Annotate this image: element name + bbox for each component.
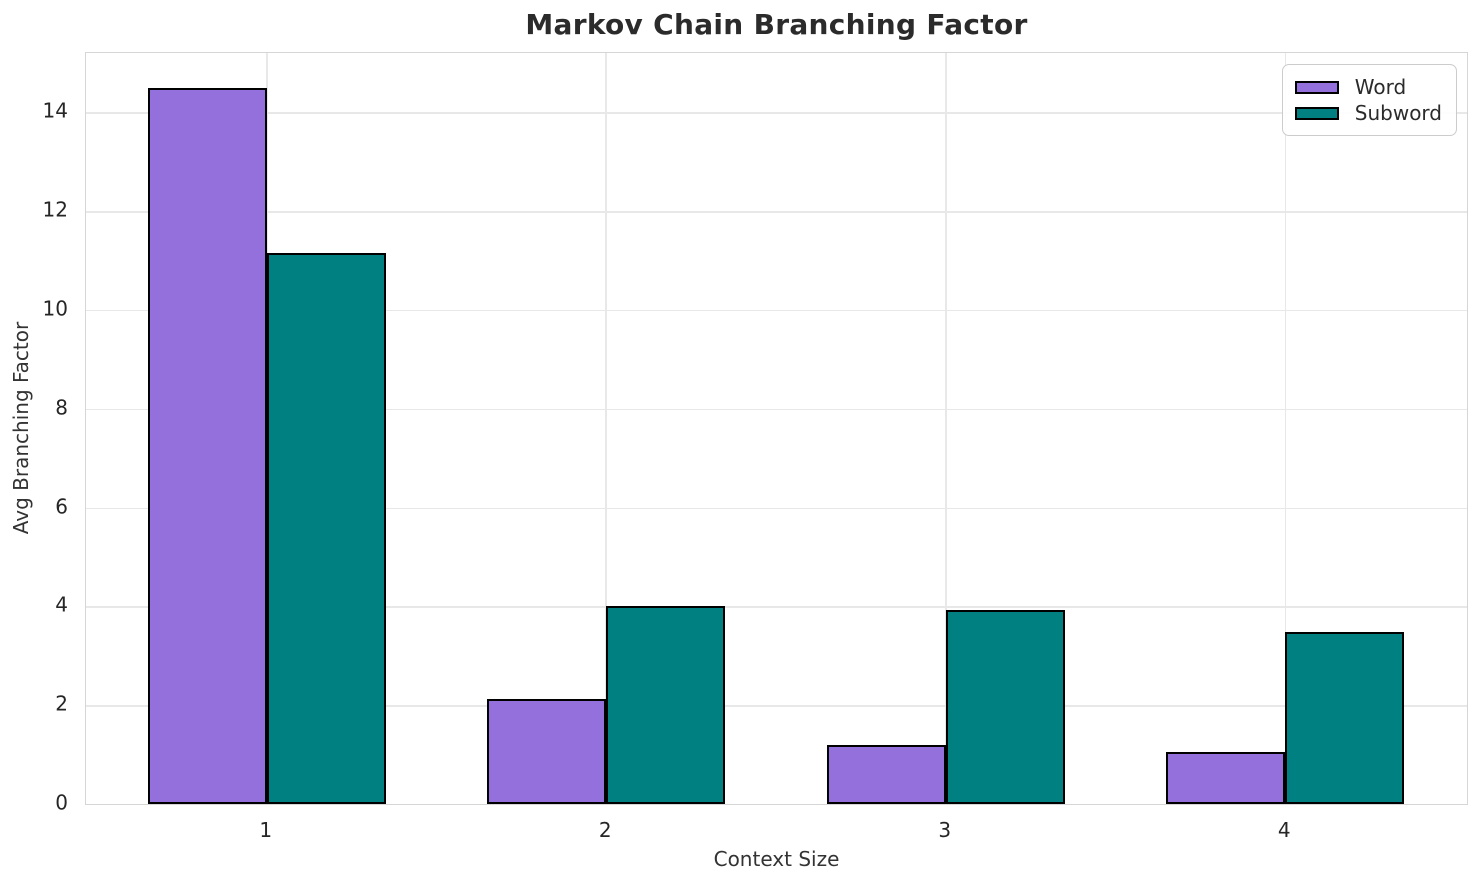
bar-subword-c1 — [266, 253, 386, 804]
ytick-label-2: 2 — [55, 691, 68, 716]
ytick-label-14: 14 — [42, 98, 68, 123]
xtick-label-4: 4 — [1277, 818, 1291, 842]
ytick-label-8: 8 — [55, 395, 68, 420]
xtick-label-1: 1 — [259, 818, 273, 842]
legend: Word Subword — [1281, 64, 1457, 136]
legend-row-subword: Subword — [1294, 100, 1442, 126]
gridline-h-4 — [86, 606, 1467, 608]
gridline-v-3 — [945, 53, 947, 804]
legend-swatch-word — [1294, 80, 1339, 94]
bar-word-c3 — [826, 744, 946, 804]
bar-subword-c2 — [606, 606, 726, 804]
gridline-h-8 — [86, 408, 1467, 411]
ytick-label-12: 12 — [42, 197, 68, 222]
gridline-h-10 — [86, 309, 1467, 312]
xtick-label-3: 3 — [938, 818, 952, 842]
gridline-v-4 — [1284, 53, 1286, 804]
ytick-label-6: 6 — [55, 494, 68, 519]
chart-title: Markov Chain Branching Factor — [525, 8, 1028, 41]
bar-word-c1 — [147, 87, 267, 804]
legend-label-subword: Subword — [1354, 101, 1442, 125]
bar-subword-c3 — [945, 610, 1065, 804]
legend-label-word: Word — [1354, 75, 1407, 99]
legend-swatch-subword — [1294, 106, 1339, 120]
xtick-label-2: 2 — [598, 818, 612, 842]
bar-subword-c4 — [1285, 632, 1405, 804]
plot-area: Word Subword — [85, 52, 1468, 805]
y-tick-labels: 0 2 4 6 8 10 12 14 — [0, 52, 78, 813]
gridline-h-2 — [86, 705, 1467, 707]
ytick-label-10: 10 — [42, 296, 68, 321]
x-axis-label: Context Size — [713, 847, 840, 871]
gridline-v-2 — [605, 53, 607, 804]
gridline-h-12 — [86, 211, 1467, 213]
x-tick-labels: 1 2 3 4 — [85, 820, 1468, 846]
ytick-label-4: 4 — [55, 592, 68, 617]
bar-word-c2 — [487, 699, 607, 804]
gridline-h-6 — [86, 507, 1467, 510]
bar-word-c4 — [1166, 752, 1286, 804]
legend-row-word: Word — [1294, 74, 1442, 100]
ytick-label-0: 0 — [55, 790, 68, 815]
gridline-h-14 — [86, 112, 1467, 114]
